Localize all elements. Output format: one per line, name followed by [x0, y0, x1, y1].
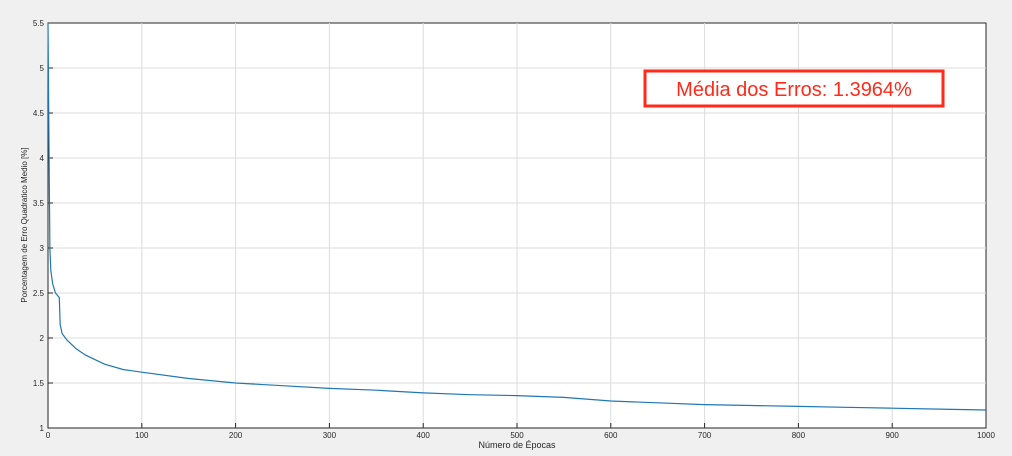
x-tick-label: 700 — [698, 431, 712, 440]
x-tick-label: 900 — [886, 431, 900, 440]
series-group — [47, 22, 987, 411]
annotation-box: Média dos Erros: 1.3964% — [643, 69, 945, 108]
y-tick-label: 4 — [40, 154, 45, 163]
x-tick-label: 1000 — [977, 431, 995, 440]
y-tick-label: 4.5 — [33, 109, 45, 118]
y-tick-label: 1.5 — [33, 379, 45, 388]
y-tick-label: 2 — [40, 334, 45, 343]
x-tick-label: 400 — [417, 431, 431, 440]
y-tick-label: 3 — [40, 244, 45, 253]
y-tick-label: 3.5 — [33, 199, 45, 208]
x-tick-label: 800 — [792, 431, 806, 440]
y-axis-ticks: 1 1.5 2 2.5 3 3.5 4 4.5 5 5.5 — [33, 19, 53, 433]
y-axis-label: Porcentagem de Erro Quadratico Medio [%] — [20, 147, 29, 302]
y-tick-label: 2.5 — [33, 289, 45, 298]
x-tick-label: 100 — [135, 431, 149, 440]
annotation-text: Média dos Erros: 1.3964% — [676, 79, 912, 101]
y-tick-label: 1 — [40, 424, 45, 433]
x-axis-ticks: 0 100 200 300 400 500 600 700 800 900 1000 — [46, 423, 995, 440]
y-tick-label: 5 — [40, 64, 45, 73]
x-axis-label: Número de Épocas — [478, 440, 556, 450]
x-tick-label: 300 — [323, 431, 337, 440]
y-tick-label: 5.5 — [33, 19, 45, 28]
x-tick-label: 500 — [510, 431, 524, 440]
x-tick-label: 600 — [604, 431, 618, 440]
x-tick-label: 200 — [229, 431, 243, 440]
series-line — [47, 22, 987, 411]
x-tick-label: 0 — [46, 431, 51, 440]
